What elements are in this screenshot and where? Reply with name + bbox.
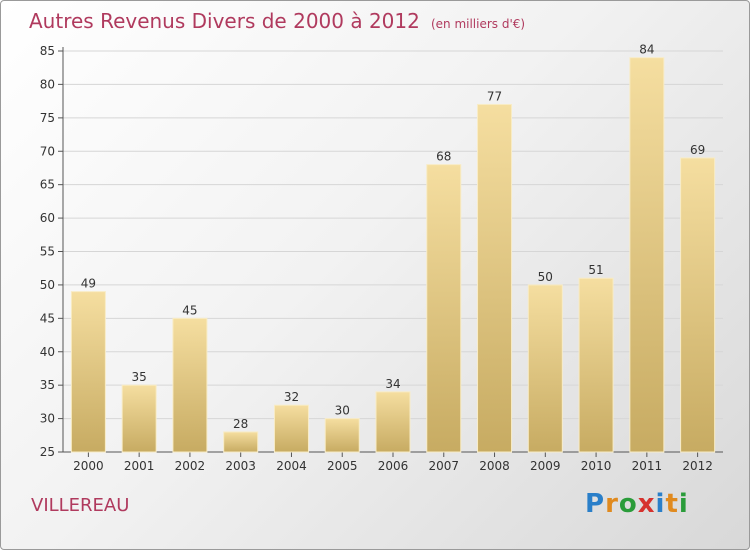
x-tick-label: 2002: [175, 459, 206, 473]
y-tick-label: 85: [40, 44, 55, 58]
y-tick-label: 60: [40, 211, 55, 225]
logo-letter: t: [665, 489, 679, 519]
y-tick-label: 80: [40, 77, 55, 91]
bar-2005: [324, 418, 360, 453]
value-label: 84: [639, 43, 654, 57]
y-tick-label: 25: [40, 445, 55, 459]
x-tick-label: 2011: [632, 459, 663, 473]
x-tick-label: 2003: [225, 459, 256, 473]
bar-2003: [223, 431, 259, 453]
value-label: 51: [588, 263, 603, 277]
commune-name: VILLEREAU: [31, 495, 130, 516]
chart-title: Autres Revenus Divers de 2000 à 2012: [29, 9, 420, 33]
y-tick-label: 70: [40, 144, 55, 158]
value-label: 45: [182, 303, 197, 317]
bars: [70, 57, 716, 453]
bar-2001: [121, 384, 157, 453]
bar-2009: [527, 284, 563, 453]
x-tick-label: 2008: [479, 459, 510, 473]
y-tick-label: 55: [40, 245, 55, 259]
x-tick-label: 2004: [276, 459, 307, 473]
y-tick-label: 35: [40, 378, 55, 392]
logo-letter: P: [585, 489, 606, 519]
value-label: 28: [233, 417, 248, 431]
value-label: 50: [538, 270, 553, 284]
value-label: 34: [385, 377, 400, 391]
x-tick-label: 2010: [581, 459, 612, 473]
logo-letter: i: [655, 489, 666, 519]
value-label: 32: [284, 390, 299, 404]
title-block: Autres Revenus Divers de 2000 à 2012 (en…: [29, 9, 525, 33]
value-label: 35: [132, 370, 147, 384]
logo-letter: o: [618, 489, 638, 519]
y-tick-label: 30: [40, 412, 55, 426]
x-tick-label: 2000: [73, 459, 104, 473]
x-tick-label: 2006: [378, 459, 409, 473]
x-tick-label: 2001: [124, 459, 155, 473]
bar-2004: [273, 404, 309, 453]
chart-subtitle: (en milliers d'€): [430, 17, 526, 31]
y-tick-label: 65: [40, 178, 55, 192]
bar-2006: [375, 391, 411, 453]
value-label: 69: [690, 143, 705, 157]
y-tick-label: 40: [40, 345, 55, 359]
bar-2002: [172, 317, 208, 453]
x-tick-label: 2005: [327, 459, 358, 473]
logo-letter: r: [605, 489, 619, 519]
x-tick-label: 2007: [428, 459, 459, 473]
logo-letter: x: [637, 489, 656, 519]
value-label: 68: [436, 150, 451, 164]
value-label: 49: [81, 277, 96, 291]
y-tick-label: 50: [40, 278, 55, 292]
bar-2010: [578, 277, 614, 453]
value-label: 77: [487, 89, 502, 103]
y-tick-label: 75: [40, 111, 55, 125]
value-label: 30: [335, 404, 350, 418]
x-tick-label: 2009: [530, 459, 561, 473]
logo-letter: i: [678, 489, 689, 519]
bar-2000: [70, 291, 106, 453]
bar-2007: [426, 164, 462, 453]
proxiti-logo: Proxiti: [585, 489, 689, 519]
bar-2012: [680, 157, 716, 453]
y-tick-label: 45: [40, 311, 55, 325]
bar-2008: [477, 103, 513, 453]
x-tick-label: 2012: [682, 459, 713, 473]
labels: 25 30 35 40 45 50 55 60 65 70 75 80 85 49 2000 35 2001 45…: [40, 43, 713, 473]
bar-2011: [629, 57, 665, 453]
